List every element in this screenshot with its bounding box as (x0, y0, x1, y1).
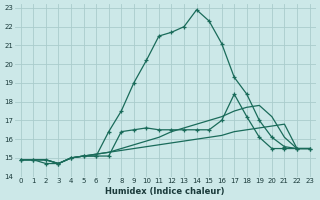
X-axis label: Humidex (Indice chaleur): Humidex (Indice chaleur) (106, 187, 225, 196)
